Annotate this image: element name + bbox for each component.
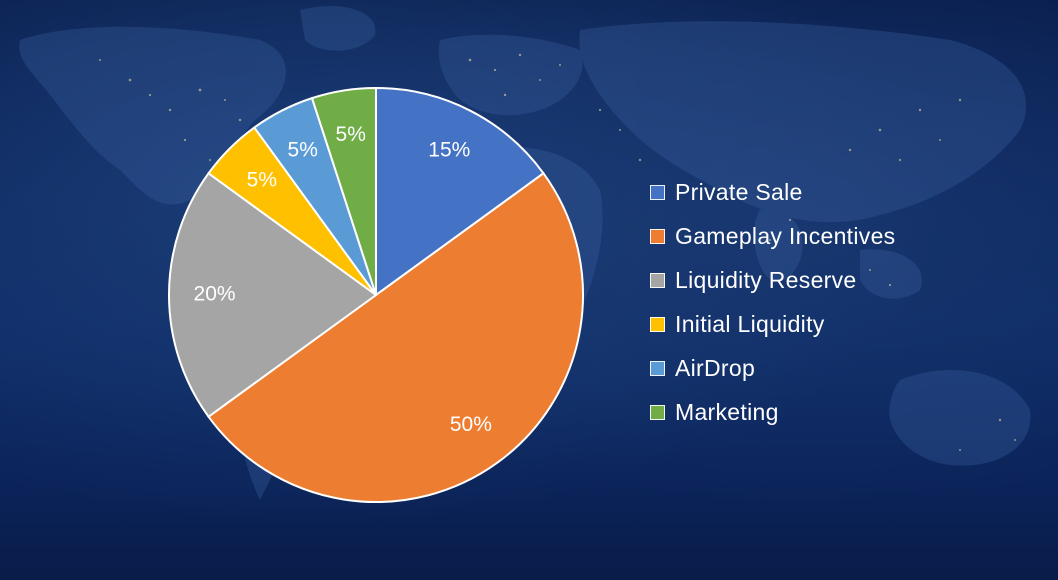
pie-slice-private-sale xyxy=(375,86,545,297)
slice-label-private-sale: 15% xyxy=(428,139,470,162)
legend-swatch xyxy=(650,404,665,420)
legend-label: Initial Liquidity xyxy=(675,310,825,337)
slice-label-airdrop: 5% xyxy=(288,139,318,162)
slice-label-gameplay-incentives: 50% xyxy=(450,413,492,436)
slice-label-marketing: 5% xyxy=(336,123,366,146)
legend-swatch xyxy=(650,228,665,244)
legend-label: Marketing xyxy=(675,398,779,425)
legend-item-liquidity-reserve: Liquidity Reserve xyxy=(650,258,895,302)
legend-item-airdrop: AirDrop xyxy=(650,346,895,390)
legend-swatch xyxy=(650,184,665,200)
legend-swatch xyxy=(650,316,665,332)
legend-label: Gameplay Incentives xyxy=(675,222,896,249)
slice-label-initial-liquidity: 5% xyxy=(247,168,277,191)
pie-slice-marketing xyxy=(310,86,377,296)
legend-label: Private Sale xyxy=(675,178,803,205)
pie-slice-gameplay-incentives xyxy=(207,171,584,503)
legend-label: AirDrop xyxy=(675,354,756,381)
legend-item-initial-liquidity: Initial Liquidity xyxy=(650,302,895,346)
legend-label: Liquidity Reserve xyxy=(675,266,857,293)
legend-item-private-sale: Private Sale xyxy=(650,170,895,214)
legend-swatch xyxy=(650,272,665,288)
legend-item-marketing: Marketing xyxy=(650,390,895,434)
pie-slice-liquidity-reserve xyxy=(167,171,378,419)
slice-label-liquidity-reserve: 20% xyxy=(194,283,236,306)
legend-swatch xyxy=(650,360,665,376)
legend-item-gameplay-incentives: Gameplay Incentives xyxy=(650,214,895,258)
legend: Private Sale Gameplay Incentives Liquidi… xyxy=(650,170,895,434)
